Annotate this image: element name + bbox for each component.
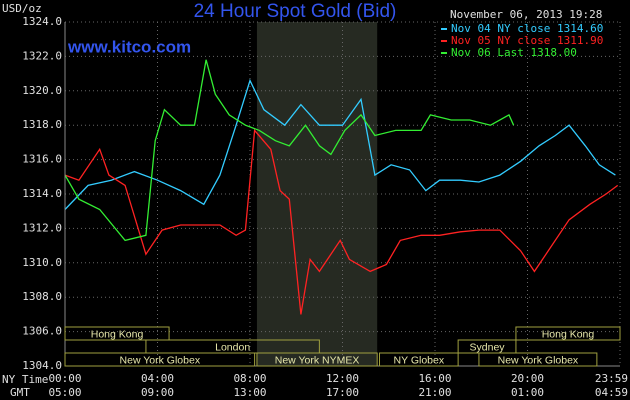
chart-title: 24 Hour Spot Gold (Bid) (194, 1, 397, 22)
y-tick-label: 1306.0 (22, 325, 62, 338)
session-label: New York NYMEX (275, 354, 360, 366)
y-tick-label: 1304.0 (22, 359, 62, 372)
series-line (64, 59, 515, 242)
x-tick-label: 16:00 (418, 372, 451, 385)
session-box (478, 352, 598, 367)
x2-tick-label: 01:00 (511, 386, 544, 399)
y-tick-label: 1310.0 (22, 256, 62, 269)
y-tick-label: 1322.0 (22, 49, 62, 62)
session-box (515, 326, 621, 341)
x2-tick-label: 17:00 (326, 386, 359, 399)
session-label: Sydney (470, 341, 506, 353)
plot-layer (64, 21, 621, 367)
session-box (379, 352, 459, 367)
x2-tick-label: 21:00 (418, 386, 451, 399)
legend-label: Nov 06 Last 1318.00 (451, 46, 577, 59)
y-tick-label: 1318.0 (22, 118, 62, 131)
series-line (64, 78, 616, 210)
y-tick-label: 1320.0 (22, 84, 62, 97)
session-box (64, 352, 256, 367)
x-tick-label: 23:59 (595, 372, 628, 385)
x-tick-label: 00:00 (48, 372, 81, 385)
site-label: www.kitco.com (67, 37, 191, 56)
x2-tick-label: 05:00 (48, 386, 81, 399)
y-axis-label: USD/oz (2, 2, 42, 15)
series-line (64, 128, 619, 315)
session-box (256, 352, 378, 367)
session-label: London (215, 341, 250, 353)
x2-tick-label: 13:00 (233, 386, 266, 399)
x-tick-label: 12:00 (326, 372, 359, 385)
session-label: Hong Kong (542, 328, 595, 340)
x-tick-label: 08:00 (233, 372, 266, 385)
y-tick-label: 1312.0 (22, 221, 62, 234)
y-tick-label: 1316.0 (22, 153, 62, 166)
y-tick-label: 1314.0 (22, 187, 62, 200)
y-tick-label: 1308.0 (22, 290, 62, 303)
x2-tick-label: 04:59 (595, 386, 628, 399)
timestamp: November 06, 2013 19:28 (450, 8, 602, 21)
legend-label: Nov 05 NY close 1311.90 (451, 34, 603, 47)
x-tick-label: 20:00 (511, 372, 544, 385)
x2-tick-label: 09:00 (141, 386, 174, 399)
x-tick-label: 04:00 (141, 372, 174, 385)
session-label: NY Globex (394, 354, 445, 366)
session-label: Hong Kong (91, 328, 144, 340)
legend-label: Nov 04 NY close 1314.60 (451, 22, 603, 35)
x-axis-label: NY Time (2, 373, 48, 386)
y-tick-label: 1324.0 (22, 15, 62, 28)
session-label: New York Globex (498, 354, 579, 366)
session-label: New York Globex (120, 354, 201, 366)
x2-axis-label: GMT (10, 386, 30, 399)
session-box (64, 326, 170, 341)
